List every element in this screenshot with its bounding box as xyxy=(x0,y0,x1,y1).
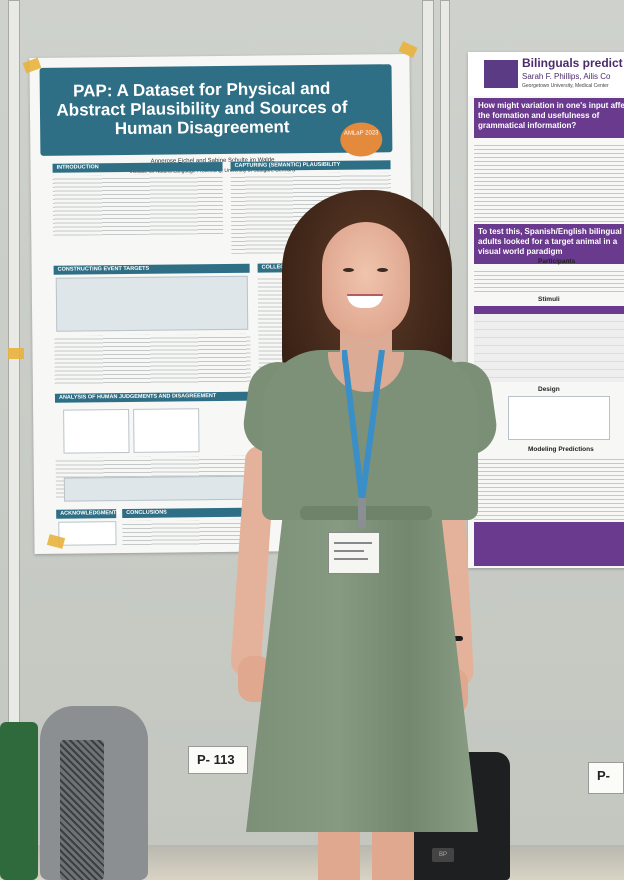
conference-badge: AMLaP 2023 xyxy=(340,122,383,157)
analysis-callout xyxy=(63,475,247,502)
funder-logos xyxy=(58,521,117,546)
right-poster-institution: Georgetown University, Medical Center xyxy=(522,83,609,89)
section-conclusions: CONCLUSIONS xyxy=(122,507,243,519)
badge-text-line xyxy=(334,550,364,552)
section-body xyxy=(122,519,243,548)
section-body xyxy=(474,456,624,520)
right-poster-question: How might variation in one's input affec… xyxy=(474,98,624,138)
face xyxy=(322,222,410,338)
stimuli-table-header xyxy=(474,306,624,314)
event-diagram xyxy=(55,275,249,332)
badge-text-line xyxy=(334,542,372,544)
analysis-plot xyxy=(133,408,200,453)
stimuli-heading: Stimuli xyxy=(538,296,560,303)
bag-tag: BP xyxy=(432,848,454,862)
right-eye xyxy=(377,268,388,272)
section-body xyxy=(52,173,224,236)
poster-number-card: P- 113 xyxy=(188,746,248,774)
design-heading: Design xyxy=(538,386,560,393)
right-leg xyxy=(372,826,414,880)
right-poster-footer xyxy=(474,522,624,566)
left-poster-title: PAP: A Dataset for Physical and Abstract… xyxy=(56,78,348,139)
section-acknowledgments: ACKNOWLEDGMENTS xyxy=(56,509,120,519)
section-capturing: CAPTURING (SEMANTIC) PLAUSIBILITY xyxy=(230,160,391,171)
participants-heading: Participants xyxy=(538,258,576,265)
lanyard xyxy=(342,350,385,528)
analysis-plot xyxy=(63,408,130,454)
stimuli-table xyxy=(474,314,624,382)
right-poster-authors: Sarah F. Phillips, Ailis Co xyxy=(522,72,611,81)
section-event-targets: CONSTRUCTING EVENT TARGETS xyxy=(53,263,250,275)
poster-number-card: P- xyxy=(588,762,624,794)
smile xyxy=(347,294,383,308)
green-bag xyxy=(0,722,38,880)
badge-text-line xyxy=(334,558,368,560)
left-eye xyxy=(343,268,354,272)
tape xyxy=(8,348,24,359)
right-poster-title: Bilinguals predict w xyxy=(522,56,624,70)
section-body xyxy=(474,268,624,294)
left-leg xyxy=(318,826,360,880)
section-body xyxy=(54,333,251,386)
modeling-heading: Modeling Predictions xyxy=(528,446,594,453)
right-poster: Bilinguals predict w Sarah F. Phillips, … xyxy=(468,52,624,568)
name-badge xyxy=(328,532,380,574)
backpack-mesh xyxy=(60,740,104,880)
design-figure xyxy=(508,396,610,440)
poster-board-pole xyxy=(8,0,20,847)
section-introduction: INTRODUCTION xyxy=(52,161,223,173)
right-poster-header: Bilinguals predict w Sarah F. Phillips, … xyxy=(468,52,624,96)
left-poster-header: PAP: A Dataset for Physical and Abstract… xyxy=(39,64,393,157)
university-logo xyxy=(484,60,518,88)
right-poster-test: To test this, Spanish/English bilingual … xyxy=(474,224,624,264)
